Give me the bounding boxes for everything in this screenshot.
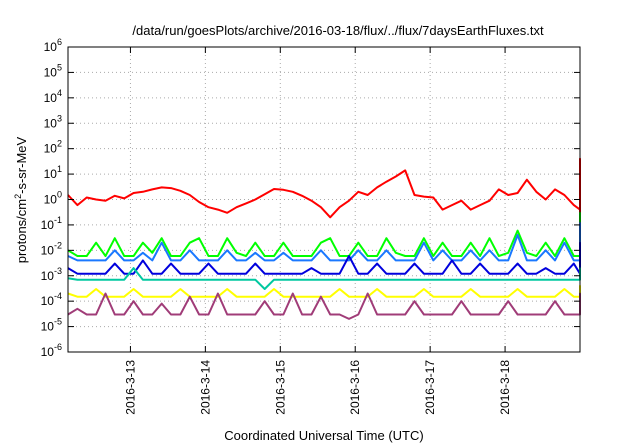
y-tick-label: 10-1 bbox=[41, 215, 62, 232]
x-tick-label: 2016-3-16 bbox=[348, 360, 362, 415]
series-group bbox=[67, 157, 581, 320]
y-tick-label: 105 bbox=[44, 62, 62, 79]
series-line-4 bbox=[67, 241, 581, 277]
y-tick-label: 101 bbox=[44, 164, 62, 181]
x-tick-label: 2016-3-13 bbox=[123, 360, 137, 415]
y-tick-label: 10-4 bbox=[41, 291, 62, 308]
x-axis: 2016-3-13 2016-3-14 2016-3-15 2016-3-16 2016… bbox=[123, 47, 512, 415]
series-line-1 bbox=[67, 157, 581, 219]
y-tick-label: 10-5 bbox=[41, 317, 62, 334]
x-axis-label: Coordinated Universal Time (UTC) bbox=[224, 428, 423, 443]
chart-title: /data/run/goesPlots/archive/2016-03-18/f… bbox=[132, 23, 544, 38]
x-tick-label: 2016-3-18 bbox=[498, 360, 512, 415]
x-tick-label: 2016-3-17 bbox=[423, 360, 437, 415]
grid bbox=[68, 47, 580, 352]
y-tick-label: 104 bbox=[44, 88, 62, 105]
series-line-5 bbox=[67, 267, 581, 290]
series-line-6 bbox=[67, 284, 581, 298]
y-tick-label: 10-6 bbox=[41, 342, 62, 359]
y-axis: 10-6 10-5 10-4 10-3 10-2 10-1 100 101 102 103 104 1… bbox=[41, 37, 580, 359]
y-tick-label: 10-2 bbox=[41, 240, 62, 257]
series-line-2 bbox=[67, 211, 581, 257]
y-tick-label: 100 bbox=[44, 190, 62, 207]
y-tick-label: 103 bbox=[44, 113, 62, 130]
x-tick-label: 2016-3-15 bbox=[273, 360, 287, 415]
y-tick-label: 102 bbox=[44, 139, 62, 156]
y-tick-label: 10-3 bbox=[41, 266, 62, 283]
y-axis-label: protons/cm2-s-sr-MeV bbox=[13, 136, 29, 263]
y-tick-label: 106 bbox=[44, 37, 62, 54]
x-tick-label: 2016-3-14 bbox=[198, 360, 212, 415]
